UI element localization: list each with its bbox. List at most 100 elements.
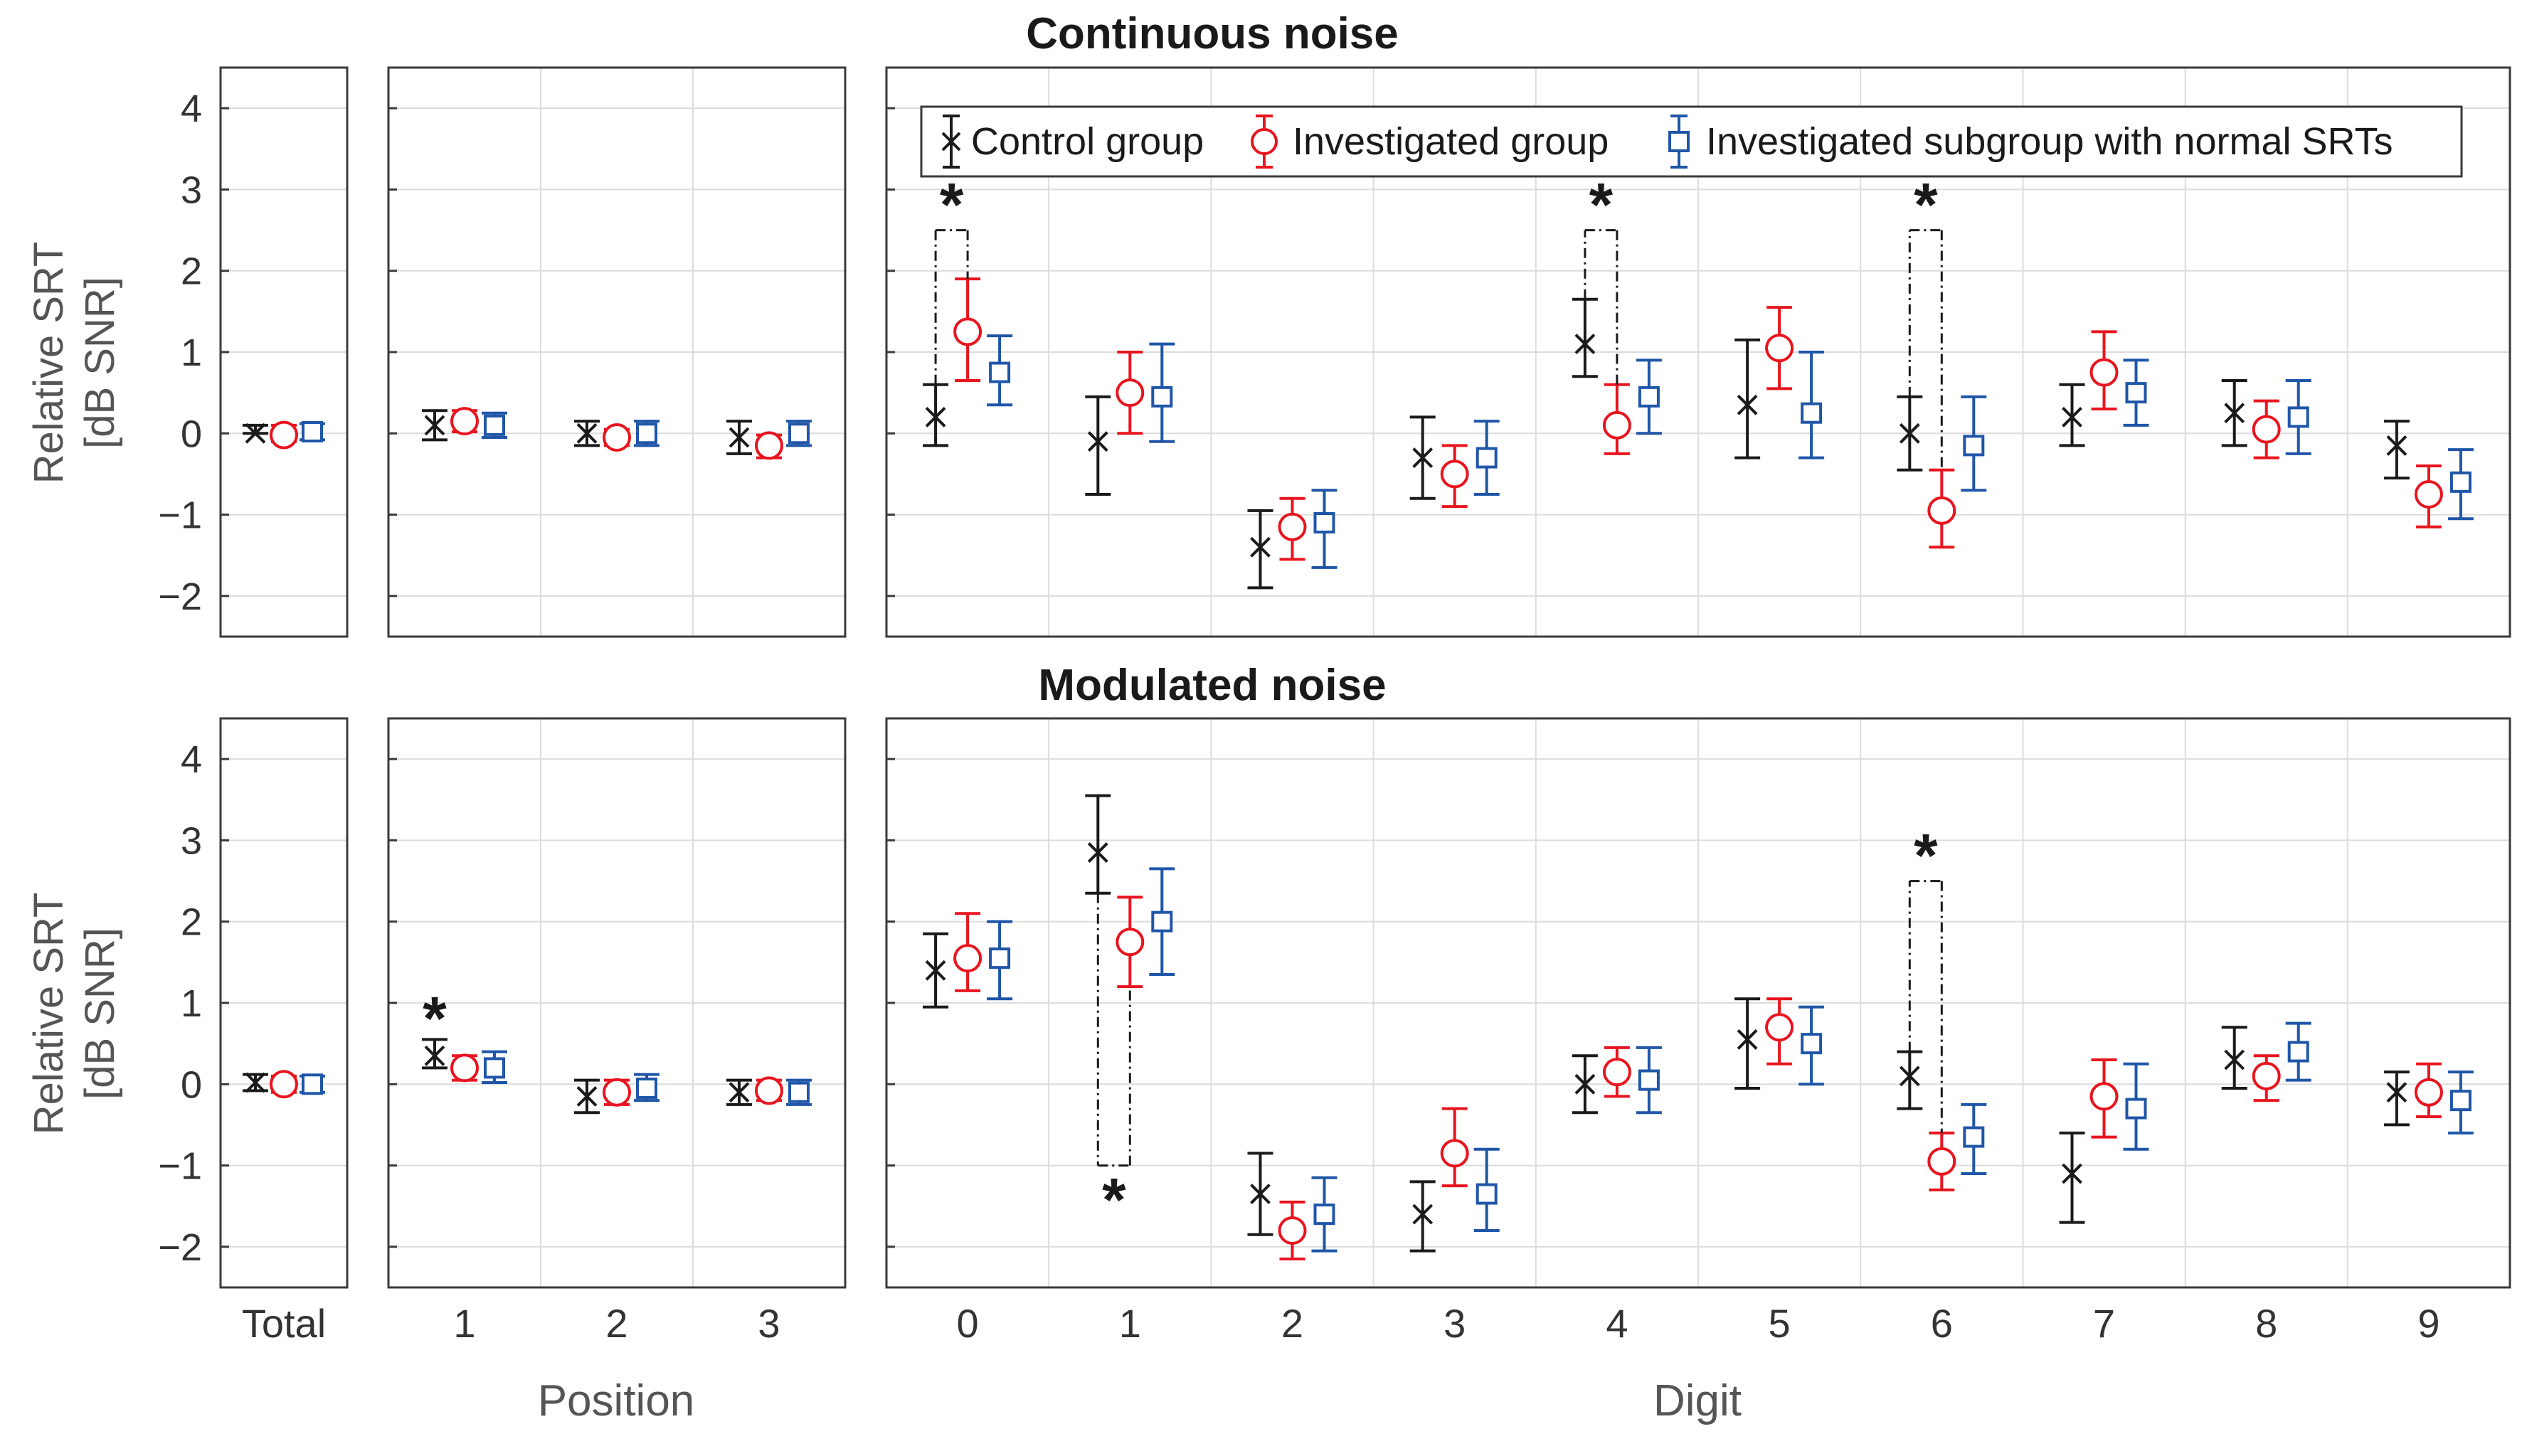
legend-label-investigated: Investigated group — [1293, 120, 1609, 163]
point-subgroup-9 — [2447, 448, 2474, 521]
x-tick-label: Total — [242, 1301, 326, 1346]
circle-marker — [953, 317, 982, 346]
square-marker — [1313, 1203, 1335, 1226]
x-marker — [2386, 1082, 2407, 1103]
x-tick-label: 1 — [453, 1301, 475, 1346]
x-tick-label: 6 — [1931, 1301, 1953, 1346]
point-investigated-2 — [603, 1078, 631, 1107]
point-control-6 — [1897, 395, 1923, 472]
legend-subgroup-square-marker — [1668, 131, 1690, 152]
x-marker — [2062, 407, 2082, 427]
point-subgroup-3 — [1473, 1147, 1500, 1232]
y-tick-label: 1 — [181, 982, 202, 1025]
significance-bracket: * — [934, 171, 969, 385]
square-marker — [2287, 406, 2309, 428]
x-tick-label: 4 — [1606, 1301, 1628, 1346]
point-investigated-3 — [1440, 1107, 1469, 1188]
significance-star: * — [1102, 1167, 1126, 1235]
y-tick-label: 4 — [181, 87, 202, 130]
point-investigated-Total — [270, 1070, 298, 1099]
x-marker — [1250, 1184, 1271, 1204]
x-marker — [1087, 842, 1108, 863]
square-marker — [1151, 386, 1173, 408]
x-marker — [424, 415, 445, 436]
significance-bracket: * — [1908, 171, 1943, 470]
point-subgroup-3 — [786, 1078, 812, 1106]
legend-entry-investigated: Investigated group — [1251, 115, 1609, 169]
point-subgroup-3 — [786, 420, 812, 447]
y-tick-label: −1 — [158, 1145, 202, 1188]
square-marker — [2449, 1090, 2472, 1112]
x-tick-label: 0 — [957, 1301, 979, 1346]
point-subgroup-0 — [987, 334, 1013, 407]
point-control-0 — [923, 383, 949, 447]
point-subgroup-1 — [1149, 342, 1175, 443]
point-subgroup-4 — [1636, 1046, 1662, 1115]
point-control-3 — [1409, 1180, 1436, 1253]
point-subgroup-9 — [2447, 1070, 2474, 1134]
panel-total-1: Total — [219, 717, 349, 1346]
x-marker — [2224, 1049, 2245, 1070]
point-investigated-4 — [1602, 1046, 1631, 1098]
point-investigated-8 — [2252, 1054, 2281, 1102]
point-investigated-6 — [1927, 468, 1956, 549]
y-tick-label: 3 — [181, 819, 202, 862]
square-marker — [1151, 910, 1173, 932]
circle-marker — [1440, 1139, 1469, 1168]
legend-label-control: Control group — [971, 120, 1204, 163]
circle-marker — [450, 407, 479, 436]
circle-marker — [2252, 415, 2281, 444]
point-investigated-1 — [450, 407, 479, 436]
square-marker — [1476, 447, 1498, 469]
point-investigated-0 — [953, 277, 982, 382]
point-subgroup-0 — [987, 920, 1013, 1001]
x-marker — [1250, 536, 1271, 558]
point-control-3 — [1409, 415, 1436, 500]
square-marker — [2125, 382, 2147, 404]
y-tick-label: −2 — [158, 1226, 202, 1269]
point-control-2 — [574, 1078, 600, 1115]
x-marker — [2062, 1163, 2082, 1184]
point-investigated-1 — [450, 1053, 479, 1083]
circle-marker — [1927, 496, 1956, 525]
point-control-8 — [2221, 379, 2247, 447]
square-marker — [1638, 386, 1660, 408]
x-tick-label: 3 — [1443, 1301, 1466, 1346]
significance-star: * — [1589, 171, 1614, 240]
circle-marker — [2089, 358, 2119, 387]
point-control-0 — [923, 932, 949, 1009]
ylabel-top-line2: [dB SNR] — [77, 277, 123, 449]
point-investigated-3 — [1440, 444, 1469, 509]
square-marker — [1476, 1183, 1498, 1205]
significance-star: * — [940, 171, 964, 240]
square-marker — [1963, 1126, 1985, 1148]
point-subgroup-Total — [300, 1073, 325, 1095]
point-investigated-1 — [1116, 896, 1145, 989]
point-control-9 — [2383, 1070, 2410, 1127]
xlabel-digit: Digit — [1653, 1376, 1742, 1425]
square-marker — [1963, 435, 1985, 457]
point-control-1 — [1085, 395, 1111, 496]
circle-marker — [603, 1078, 631, 1107]
x-marker — [1574, 334, 1596, 354]
circle-marker — [450, 1053, 479, 1083]
y-tick-label: 2 — [181, 250, 202, 293]
square-marker — [1638, 1069, 1660, 1091]
point-subgroup-6 — [1961, 395, 1987, 492]
point-control-2 — [1247, 509, 1273, 590]
point-control-9 — [2383, 420, 2410, 480]
point-control-3 — [726, 420, 752, 455]
panel-digit-1: 0 1 2 3 4 5 6 7 8 9 * * — [885, 717, 2511, 1346]
x-tick-label: 7 — [2093, 1301, 2115, 1346]
point-subgroup-Total — [300, 421, 325, 442]
x-tick-label: 2 — [605, 1301, 627, 1346]
panel-title-continuous: Continuous noise — [1026, 9, 1399, 58]
point-investigated-5 — [1765, 306, 1794, 390]
square-marker — [302, 1073, 323, 1095]
point-investigated-9 — [2414, 1062, 2443, 1118]
y-tick-label: 0 — [181, 1063, 202, 1106]
point-investigated-8 — [2252, 399, 2281, 459]
circle-marker — [603, 423, 631, 452]
circle-marker — [270, 1070, 298, 1099]
